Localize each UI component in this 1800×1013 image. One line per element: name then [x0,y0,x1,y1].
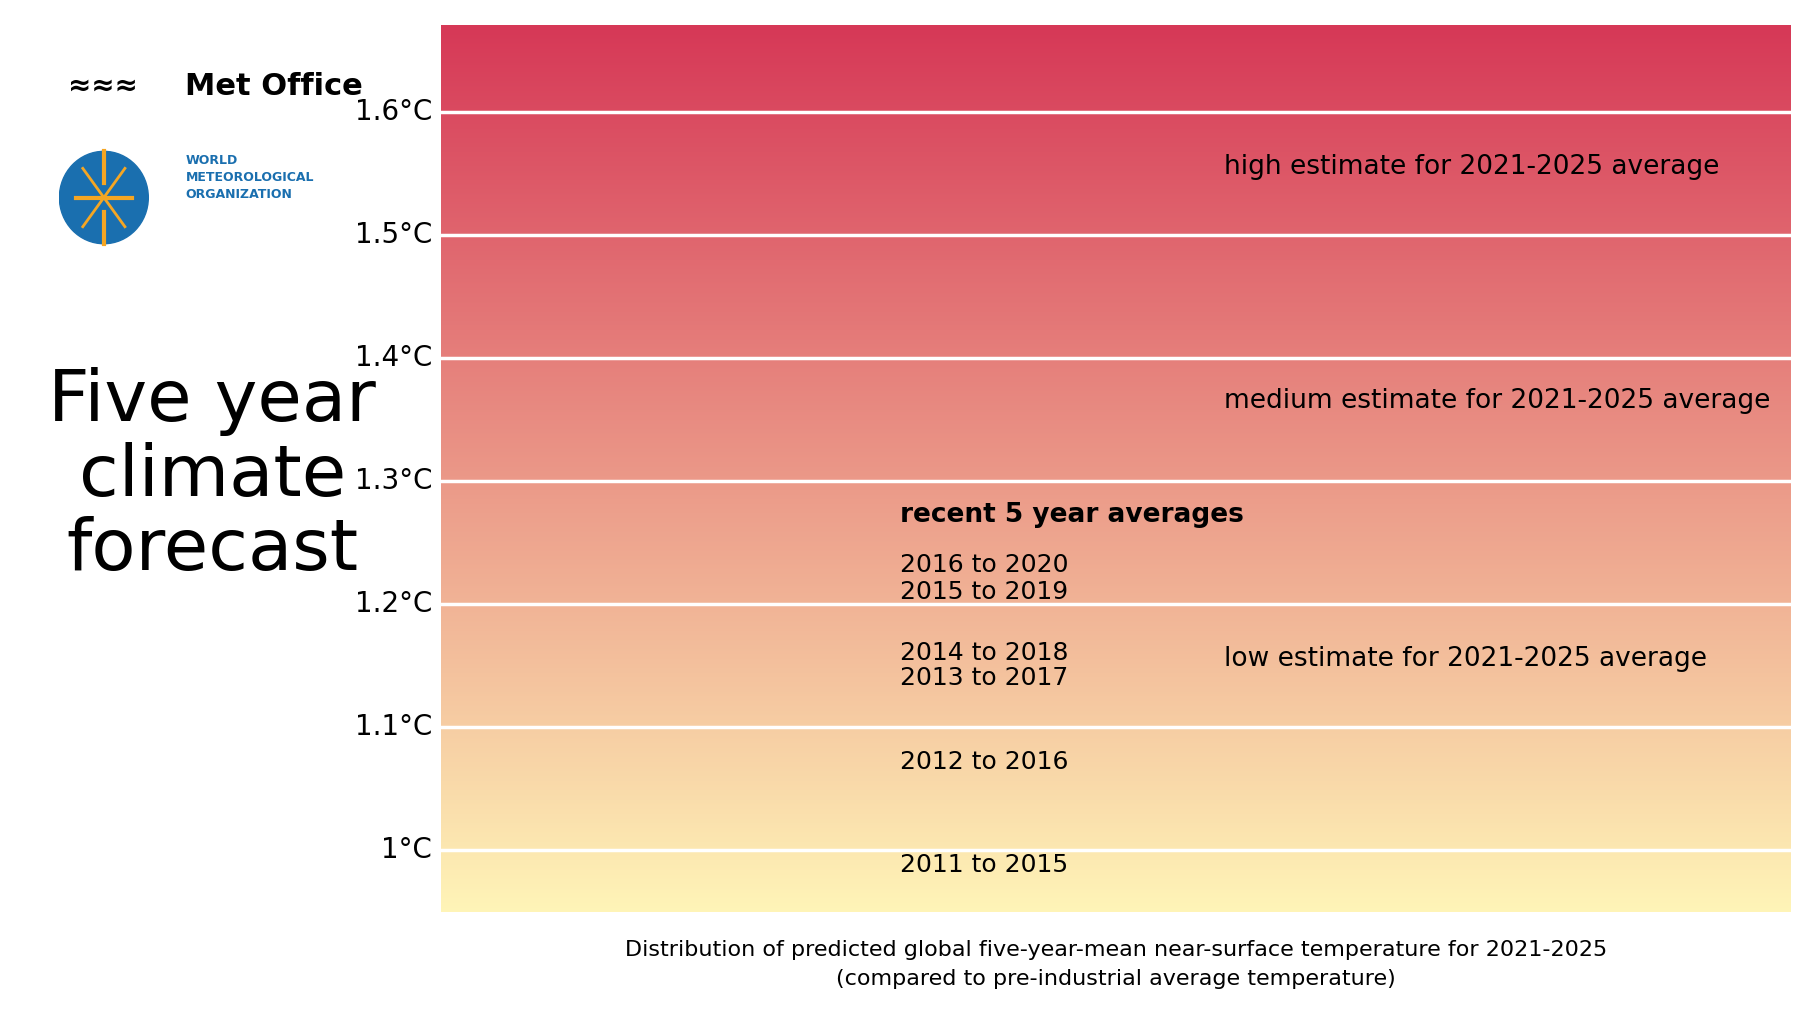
Text: recent 5 year averages: recent 5 year averages [900,502,1244,529]
Text: Met Office: Met Office [185,72,364,100]
Circle shape [59,151,148,244]
Text: 2013 to 2017: 2013 to 2017 [900,666,1067,690]
Text: 1.3°C: 1.3°C [355,467,432,494]
Text: 1.5°C: 1.5°C [355,221,432,248]
Text: 2016 to 2020: 2016 to 2020 [900,552,1069,576]
Text: 1.4°C: 1.4°C [355,343,432,372]
Text: 1°C: 1°C [382,836,432,864]
Text: 2015 to 2019: 2015 to 2019 [900,579,1067,604]
Text: low estimate for 2021-2025 average: low estimate for 2021-2025 average [1224,646,1706,673]
Text: 2011 to 2015: 2011 to 2015 [900,853,1067,877]
Text: Five year
climate
forecast: Five year climate forecast [49,367,376,586]
Text: 2014 to 2018: 2014 to 2018 [900,641,1069,666]
Text: 1.6°C: 1.6°C [355,97,432,126]
Text: 2012 to 2016: 2012 to 2016 [900,750,1069,774]
Text: Distribution of predicted global five-year-mean near-surface temperature for 202: Distribution of predicted global five-ye… [625,940,1607,989]
Text: ≈≈≈: ≈≈≈ [68,72,139,100]
Text: 1.2°C: 1.2°C [355,590,432,618]
Text: high estimate for 2021-2025 average: high estimate for 2021-2025 average [1224,154,1719,180]
Text: WORLD
METEOROLOGICAL
ORGANIZATION: WORLD METEOROLOGICAL ORGANIZATION [185,154,313,201]
Text: 1.1°C: 1.1°C [355,713,432,742]
Text: medium estimate for 2021-2025 average: medium estimate for 2021-2025 average [1224,388,1771,413]
